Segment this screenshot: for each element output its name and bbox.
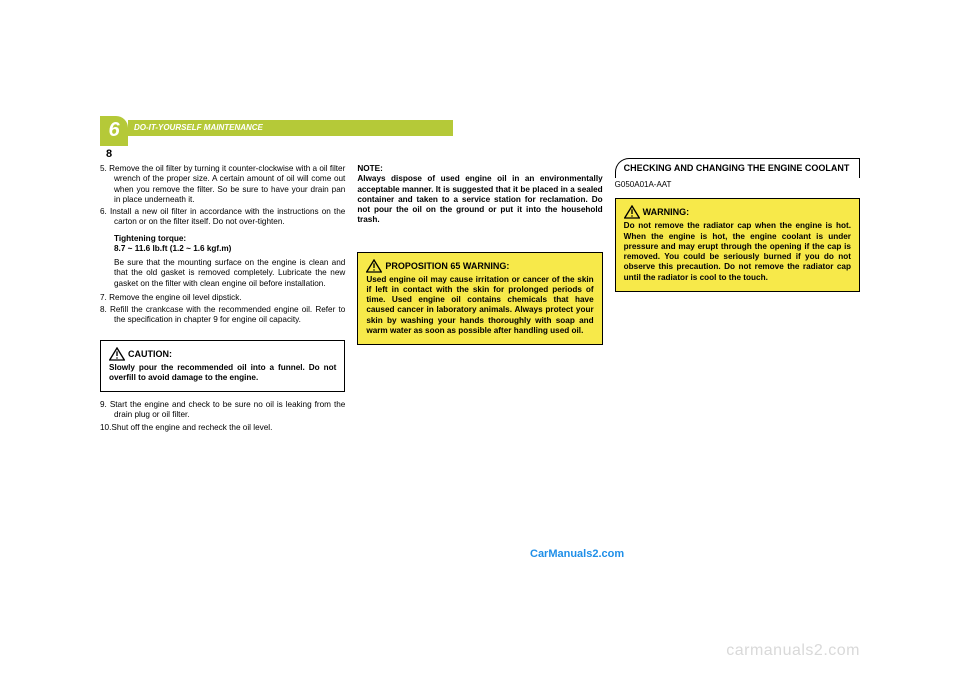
column-3: CHECKING AND CHANGING THE ENGINE COOLANT… [615,164,860,435]
warning-box: WARNING: Do not remove the radiator cap … [615,198,860,292]
chapter-title: DO-IT-YOURSELF MAINTENANCE [128,120,453,136]
torque-label: Tightening torque: [114,234,345,244]
manual-page: 6 DO-IT-YOURSELF MAINTENANCE 8 5. Remove… [100,120,860,610]
section-code: G050A01A-AAT [615,180,860,190]
step-num: 9. [100,400,107,409]
step-5: 5. Remove the oil filter by turning it c… [114,164,345,205]
step-9: 9. Start the engine and check to be sure… [114,400,345,421]
step-text: Shut off the engine and recheck the oil … [111,423,272,432]
step-num: 10. [100,423,111,432]
step6-continued: Be sure that the mounting surface on the… [100,258,345,289]
warning-icon [366,259,382,273]
step-num: 6. [100,207,107,216]
page-header: 6 DO-IT-YOURSELF MAINTENANCE [100,120,860,144]
step-num: 5. [100,164,107,173]
column-2: NOTE: Always dispose of used engine oil … [357,164,602,435]
step-list-2: 7. Remove the engine oil level dipstick.… [100,293,345,326]
step-6: 6. Install a new oil filter in accordanc… [114,207,345,228]
step-text: Refill the crankcase with the recommende… [110,305,345,324]
step-10: 10.Shut off the engine and recheck the o… [114,423,345,433]
warning-title: WARNING: [643,207,690,217]
step-8: 8. Refill the crankcase with the recomme… [114,305,345,326]
step-list-3: 9. Start the engine and check to be sure… [100,400,345,433]
step-text: Start the engine and check to be sure no… [110,400,346,419]
step-text: Remove the engine oil level dipstick. [109,293,241,302]
caution-box: CAUTION: Slowly pour the recommended oil… [100,340,345,393]
warning-body: Do not remove the radiator cap when the … [624,221,851,283]
step-num: 7. [100,293,107,302]
note-label: NOTE: [357,164,602,174]
torque-block: Tightening torque: 8.7 ~ 11.6 lb.ft (1.2… [100,234,345,255]
step-list: 5. Remove the oil filter by turning it c… [100,164,345,228]
step-text: Install a new oil filter in accordance w… [110,207,345,226]
prop65-box: PROPOSITION 65 WARNING: Used engine oil … [357,252,602,346]
step-num: 8. [100,305,107,314]
prop65-title: PROPOSITION 65 WARNING: [385,261,509,271]
chapter-number: 6 [100,116,128,146]
content-columns: 5. Remove the oil filter by turning it c… [100,164,860,435]
caution-body: Slowly pour the recommended oil into a f… [109,363,336,384]
torque-value: 8.7 ~ 11.6 lb.ft (1.2 ~ 1.6 kgf.m) [114,244,345,254]
prop65-body: Used engine oil may cause irritation or … [366,275,593,337]
warning-icon [624,205,640,219]
warning-icon [109,347,125,361]
watermark-link: CarManuals2.com [530,548,624,560]
caution-title: CAUTION: [128,349,172,359]
section-title: CHECKING AND CHANGING THE ENGINE COOLANT [615,158,860,178]
note-body: Always dispose of used engine oil in an … [357,174,602,225]
page-number: 8 [106,148,112,160]
step-7: 7. Remove the engine oil level dipstick. [114,293,345,303]
column-1: 5. Remove the oil filter by turning it c… [100,164,345,435]
step-text: Remove the oil filter by turning it coun… [109,164,345,204]
footer-watermark: carmanuals2.com [726,642,860,660]
